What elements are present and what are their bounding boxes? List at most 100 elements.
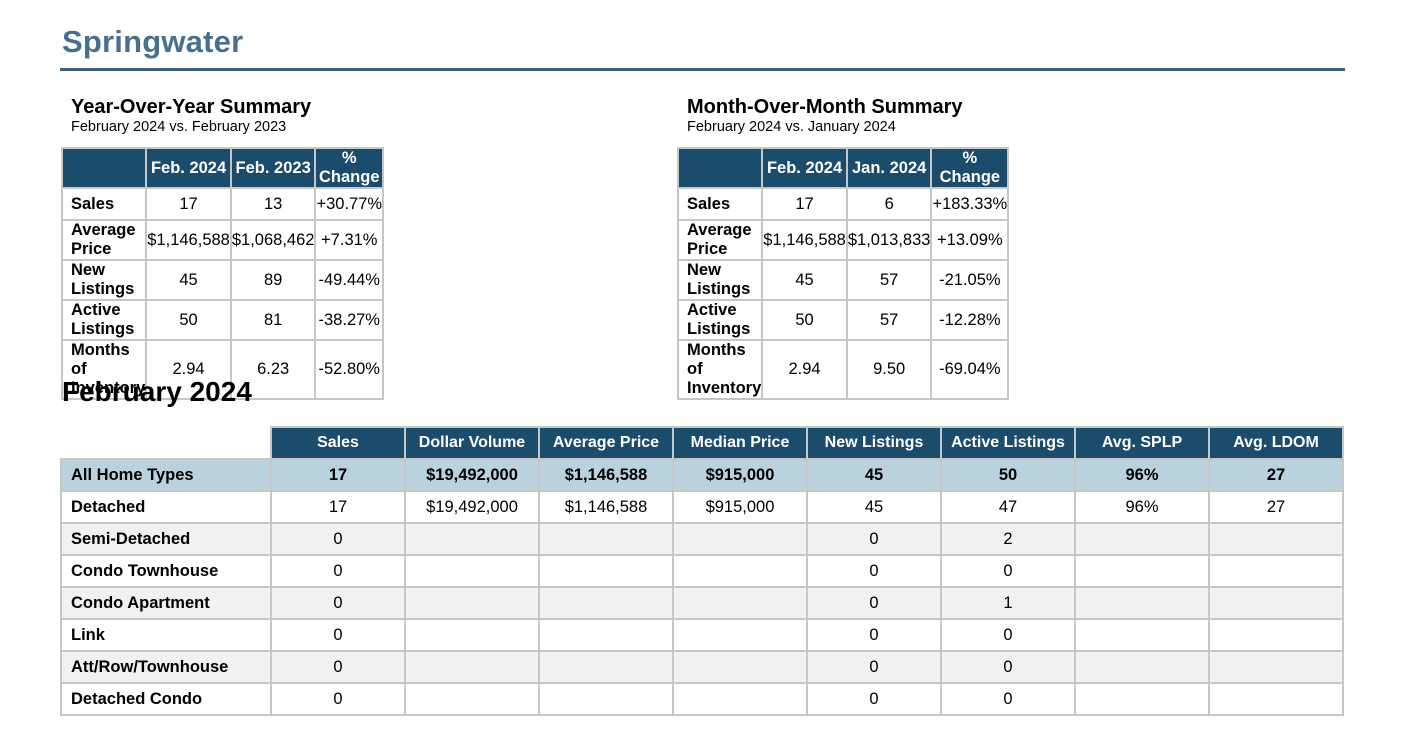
table-cell: 0 (270, 650, 406, 684)
table-cell (1208, 554, 1344, 588)
table-cell: $915,000 (672, 490, 808, 524)
table-cell: $19,492,000 (404, 458, 540, 492)
mom-summary: Month-Over-Month Summary February 2024 v… (676, 95, 1010, 400)
table-cell (538, 618, 674, 652)
table-row: Link 0 0 0 (60, 618, 1344, 652)
mom-heading: Month-Over-Month Summary (687, 96, 963, 118)
table-cell: 0 (806, 682, 942, 716)
table-cell: 0 (806, 618, 942, 652)
month-table: Sales Dollar Volume Average Price Median… (60, 426, 1344, 716)
table-cell (672, 586, 808, 620)
table-cell: 45 (806, 458, 942, 492)
table-cell (1074, 650, 1210, 684)
table-cell: 2.94 (145, 339, 232, 400)
table-cell (672, 522, 808, 556)
table-header-row: Feb. 2024 Feb. 2023 % Change (60, 147, 385, 189)
title-divider (60, 68, 1345, 71)
table-cell: $1,146,588 (538, 490, 674, 524)
table-cell: -52.80% (314, 339, 385, 400)
table-cell (1074, 554, 1210, 588)
table-cell (1074, 682, 1210, 716)
table-cell: 0 (806, 586, 942, 620)
table-cell: +30.77% (314, 187, 385, 221)
table-cell: 2 (940, 522, 1076, 556)
table-cell (672, 650, 808, 684)
mom-table: Feb. 2024 Jan. 2024 % Change Sales 17 6 +18… (676, 147, 1010, 400)
column-header: % Change (314, 147, 385, 189)
table-row: Active Listings 50 81 -38.27% (60, 299, 385, 341)
column-header: Median Price (672, 426, 808, 460)
table-cell: 6 (845, 187, 933, 221)
table-cell: 17 (761, 187, 848, 221)
row-label: New Listings (60, 259, 148, 301)
table-row: Detached 17 $19,492,000 $1,146,588 $915,… (60, 490, 1344, 524)
column-header: Average Price (538, 426, 674, 460)
month-heading: February 2024 (62, 376, 252, 407)
table-cell: 96% (1074, 490, 1210, 524)
table-row: Att/Row/Townhouse 0 0 0 (60, 650, 1344, 684)
row-label: Average Price (60, 219, 148, 261)
table-cell (672, 554, 808, 588)
row-label: Detached (60, 490, 272, 524)
table-cell (404, 522, 540, 556)
table-cell: 17 (145, 187, 232, 221)
table-cell: 0 (940, 682, 1076, 716)
row-label: Active Listings (676, 299, 764, 341)
table-row: Active Listings 50 57 -12.28% (676, 299, 1010, 341)
row-label: All Home Types (60, 458, 272, 492)
mom-subtitle: February 2024 vs. January 2024 (687, 119, 896, 135)
table-cell (404, 618, 540, 652)
table-cell: 0 (806, 522, 942, 556)
yoy-table: Feb. 2024 Feb. 2023 % Change Sales 17 13 +3… (60, 147, 385, 400)
table-row: Sales 17 6 +183.33% (676, 187, 1010, 221)
table-cell: 27 (1208, 490, 1344, 524)
table-cell: 57 (845, 259, 933, 301)
table-cell: $1,146,588 (538, 458, 674, 492)
table-cell (404, 586, 540, 620)
table-cell: 9.50 (845, 339, 933, 400)
table-row: Sales 17 13 +30.77% (60, 187, 385, 221)
table-cell (538, 554, 674, 588)
row-label: Link (60, 618, 272, 652)
table-cell: 57 (845, 299, 933, 341)
table-row: Semi-Detached 0 0 2 (60, 522, 1344, 556)
column-header (60, 426, 272, 460)
table-cell: 50 (761, 299, 848, 341)
table-cell: 17 (270, 490, 406, 524)
table-cell (538, 522, 674, 556)
table-cell (404, 554, 540, 588)
table-cell: 89 (229, 259, 317, 301)
table-cell (1208, 650, 1344, 684)
column-header: Avg. LDOM (1208, 426, 1344, 460)
column-header: Sales (270, 426, 406, 460)
table-cell: 0 (270, 522, 406, 556)
table-cell: -21.05% (930, 259, 1010, 301)
table-cell: +183.33% (930, 187, 1010, 221)
table-row: New Listings 45 57 -21.05% (676, 259, 1010, 301)
table-cell (1208, 618, 1344, 652)
table-cell (1208, 586, 1344, 620)
table-cell: 81 (229, 299, 317, 341)
yoy-subtitle: February 2024 vs. February 2023 (71, 119, 287, 135)
table-cell: 6.23 (229, 339, 317, 400)
row-label: Sales (60, 187, 148, 221)
table-row: New Listings 45 89 -49.44% (60, 259, 385, 301)
row-label: Sales (676, 187, 764, 221)
column-header: Feb. 2024 (761, 147, 848, 189)
table-cell: 13 (229, 187, 317, 221)
table-cell: 45 (806, 490, 942, 524)
table-cell: $1,013,833 (845, 219, 933, 261)
table-header-row: Feb. 2024 Jan. 2024 % Change (676, 147, 1010, 189)
table-cell: 45 (145, 259, 232, 301)
table-cell: +13.09% (930, 219, 1010, 261)
table-cell: 50 (145, 299, 232, 341)
table-cell: 0 (270, 618, 406, 652)
table-cell: 0 (806, 650, 942, 684)
table-row: Condo Apartment 0 0 1 (60, 586, 1344, 620)
table-cell: 1 (940, 586, 1076, 620)
table-row: Condo Townhouse 0 0 0 (60, 554, 1344, 588)
table-row: Average Price $1,146,588 $1,068,462 +7.31% (60, 219, 385, 261)
yoy-heading: Year-Over-Year Summary (71, 96, 312, 118)
table-header-row: Sales Dollar Volume Average Price Median… (60, 426, 1344, 460)
row-label: Average Price (676, 219, 764, 261)
